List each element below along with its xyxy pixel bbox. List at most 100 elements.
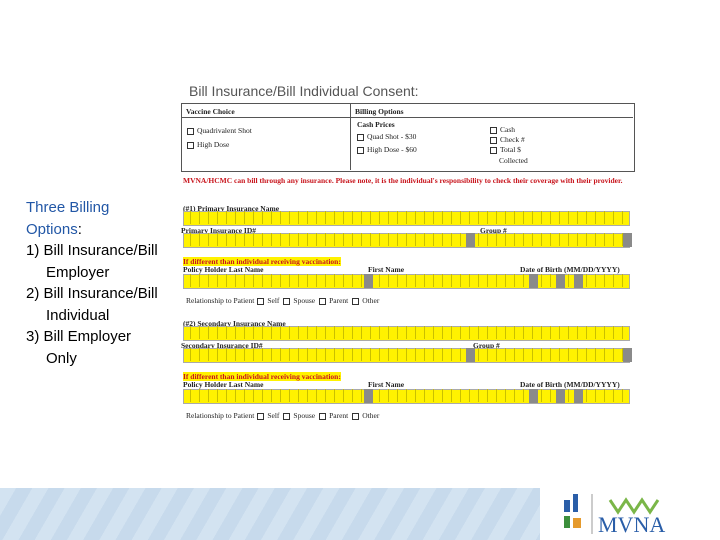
cell-divider (514, 233, 515, 246)
cell-divider (505, 389, 506, 402)
cell-divider (397, 389, 398, 402)
option: Other (362, 411, 380, 420)
cell-divider (361, 233, 362, 246)
cell-divider (253, 274, 254, 287)
option: Total $ (500, 145, 521, 154)
cell-divider (586, 274, 587, 287)
cell-divider (586, 326, 587, 339)
cell-divider (550, 211, 551, 224)
cell-gap (529, 389, 538, 403)
cell-divider (199, 389, 200, 402)
cell-divider (343, 348, 344, 361)
cell-divider (451, 233, 452, 246)
cell-divider (604, 348, 605, 361)
cell-divider (496, 389, 497, 402)
cell-divider (595, 211, 596, 224)
cell-divider (199, 211, 200, 224)
checkbox (352, 297, 360, 305)
label: Group # (473, 341, 500, 350)
cell-divider (334, 233, 335, 246)
option: Other (362, 296, 380, 305)
cell-divider (244, 348, 245, 361)
cell-divider (235, 348, 236, 361)
cell-divider (271, 211, 272, 224)
cell-divider (469, 274, 470, 287)
cell-divider (460, 233, 461, 246)
option: Parent (329, 411, 349, 420)
cell-divider (541, 274, 542, 287)
cell-divider (451, 326, 452, 339)
cell-divider (316, 233, 317, 246)
cell-divider (568, 348, 569, 361)
cell-divider (604, 326, 605, 339)
cell-divider (559, 348, 560, 361)
option: Quadrivalent Shot (197, 126, 252, 135)
cell-divider (595, 389, 596, 402)
cell-divider (253, 233, 254, 246)
cell-divider (469, 326, 470, 339)
logo-text: MVNA (598, 512, 665, 537)
cell-divider (289, 211, 290, 224)
cell-divider (460, 274, 461, 287)
cell-divider (604, 211, 605, 224)
label: Date of Birth (MM/DD/YYYY) (520, 265, 620, 274)
cell-divider (442, 326, 443, 339)
cell-divider (478, 211, 479, 224)
cell-divider (541, 233, 542, 246)
cell-divider (226, 389, 227, 402)
cell-divider (307, 211, 308, 224)
cell-divider (325, 326, 326, 339)
cell-divider (550, 326, 551, 339)
cell-divider (352, 348, 353, 361)
cell-divider (460, 389, 461, 402)
checkbox (319, 297, 327, 305)
cell-divider (505, 211, 506, 224)
cell-divider (622, 348, 623, 361)
cell-divider (325, 211, 326, 224)
note: If different than individual receiving v… (183, 257, 341, 266)
cell-divider (586, 233, 587, 246)
cell-divider (568, 389, 569, 402)
cell-divider (505, 348, 506, 361)
cell-divider (595, 233, 596, 246)
cell-divider (262, 326, 263, 339)
cell-divider (352, 326, 353, 339)
cell-divider (577, 211, 578, 224)
cell-divider (568, 274, 569, 287)
cell-gap (623, 233, 632, 247)
sidebar-item: 1) Bill Insurance/Bill Employer (26, 242, 158, 281)
cell-divider (208, 326, 209, 339)
cell-divider (226, 274, 227, 287)
cell-divider (217, 274, 218, 287)
cell-divider (532, 211, 533, 224)
cell-divider (199, 348, 200, 361)
option: High Dose (197, 140, 230, 149)
label: Collected (499, 156, 528, 165)
cell-divider (505, 233, 506, 246)
option: Self (267, 411, 280, 420)
cell-divider (244, 274, 245, 287)
cell-divider (406, 274, 407, 287)
cell-divider (271, 348, 272, 361)
cell-divider (253, 326, 254, 339)
cell-divider (505, 274, 506, 287)
cell-divider (559, 326, 560, 339)
cell-divider (280, 348, 281, 361)
cell-divider (388, 211, 389, 224)
sidebar-item: 3) Bill Employer Only (26, 328, 132, 367)
cell-divider (262, 348, 263, 361)
cell-gap (556, 274, 565, 288)
cell-divider (262, 274, 263, 287)
cell-divider (613, 326, 614, 339)
cell-divider (235, 233, 236, 246)
cell-divider (271, 274, 272, 287)
cell-divider (307, 274, 308, 287)
cell-divider (289, 233, 290, 246)
sidebar-heading: Three Billing Options (26, 199, 110, 238)
cell-divider (613, 348, 614, 361)
cell-divider (415, 326, 416, 339)
cell-divider (559, 233, 560, 246)
cell-divider (298, 211, 299, 224)
option: Parent (329, 296, 349, 305)
cell-divider (586, 389, 587, 402)
